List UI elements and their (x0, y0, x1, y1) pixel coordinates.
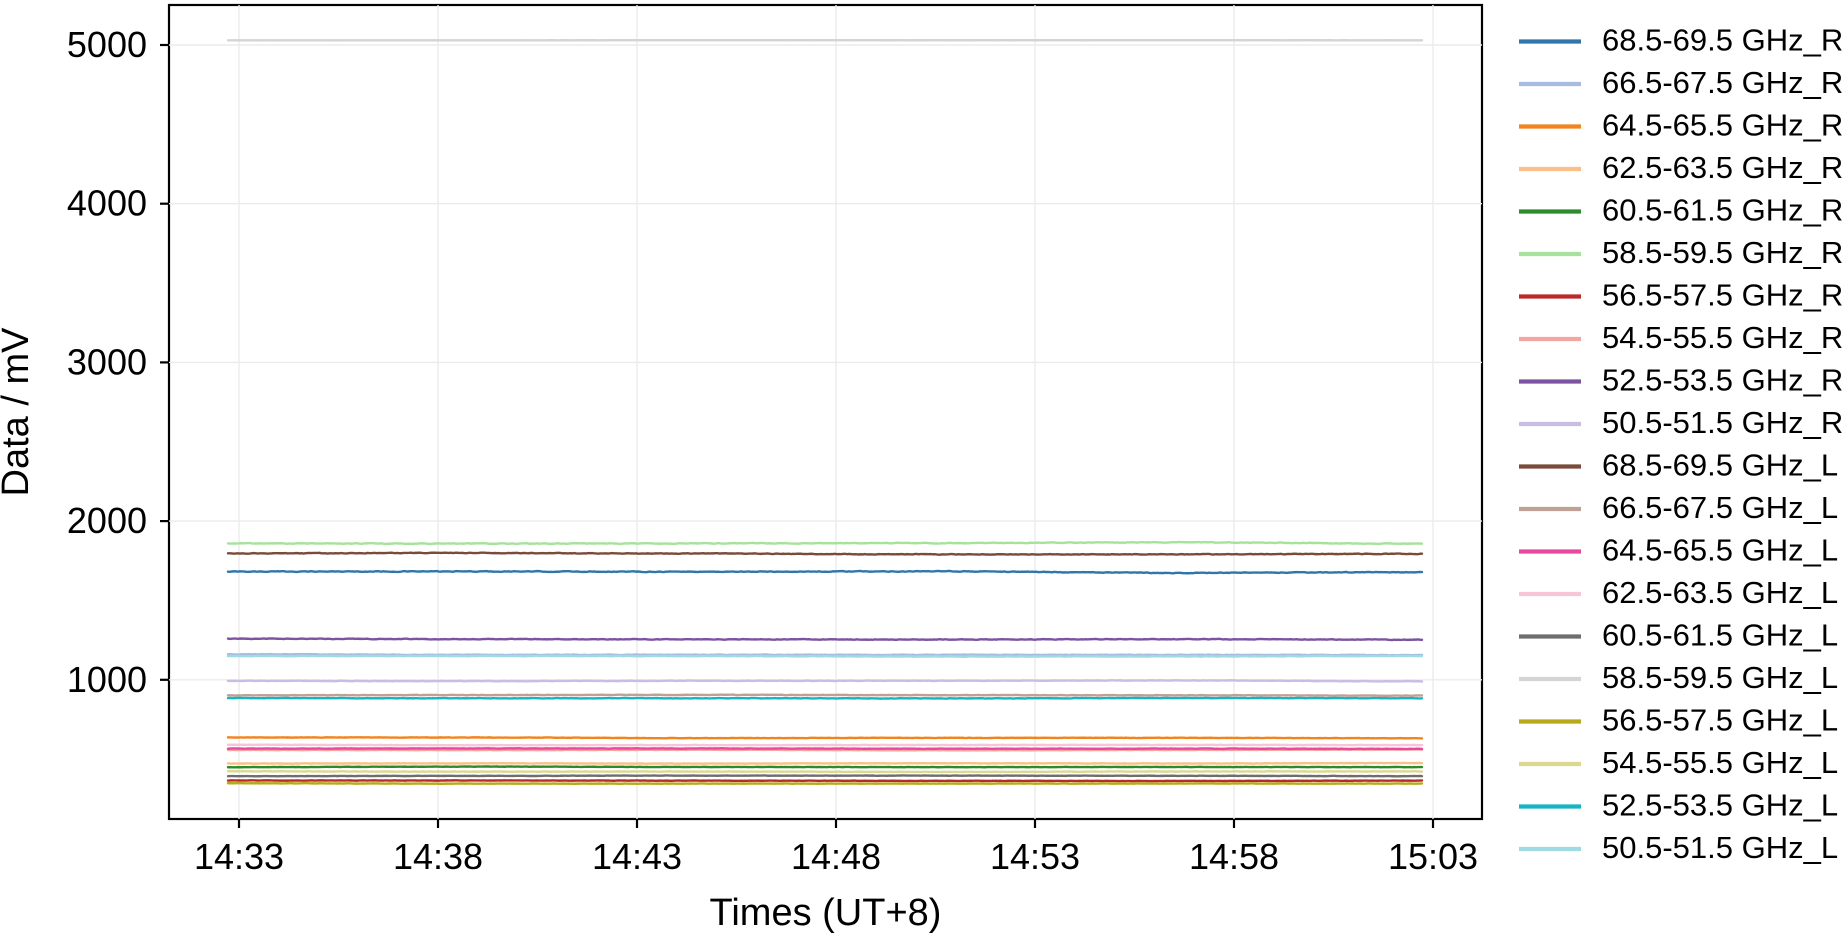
svg-text:56.5-57.5 GHz_R: 56.5-57.5 GHz_R (1602, 278, 1843, 313)
svg-text:64.5-65.5 GHz_L: 64.5-65.5 GHz_L (1602, 533, 1838, 568)
svg-text:50.5-51.5 GHz_L: 50.5-51.5 GHz_L (1602, 830, 1838, 865)
svg-text:54.5-55.5 GHz_L: 54.5-55.5 GHz_L (1602, 745, 1838, 780)
svg-text:50.5-51.5 GHz_R: 50.5-51.5 GHz_R (1602, 405, 1843, 440)
svg-text:68.5-69.5 GHz_L: 68.5-69.5 GHz_L (1602, 448, 1838, 483)
svg-text:14:38: 14:38 (393, 836, 483, 877)
svg-text:66.5-67.5 GHz_R: 66.5-67.5 GHz_R (1602, 65, 1843, 100)
svg-text:52.5-53.5 GHz_L: 52.5-53.5 GHz_L (1602, 788, 1838, 823)
svg-text:1000: 1000 (67, 659, 147, 700)
svg-text:14:48: 14:48 (791, 836, 881, 877)
svg-text:58.5-59.5 GHz_R: 58.5-59.5 GHz_R (1602, 235, 1843, 270)
svg-text:5000: 5000 (67, 24, 147, 65)
svg-text:64.5-65.5 GHz_R: 64.5-65.5 GHz_R (1602, 108, 1843, 143)
svg-text:54.5-55.5 GHz_R: 54.5-55.5 GHz_R (1602, 320, 1843, 355)
svg-text:62.5-63.5 GHz_R: 62.5-63.5 GHz_R (1602, 150, 1843, 185)
svg-text:66.5-67.5 GHz_L: 66.5-67.5 GHz_L (1602, 490, 1838, 525)
svg-text:58.5-59.5 GHz_L: 58.5-59.5 GHz_L (1602, 660, 1838, 695)
svg-text:60.5-61.5 GHz_L: 60.5-61.5 GHz_L (1602, 618, 1838, 653)
svg-text:Times (UT+8): Times (UT+8) (710, 892, 942, 934)
svg-text:14:43: 14:43 (592, 836, 682, 877)
svg-text:14:58: 14:58 (1189, 836, 1279, 877)
svg-text:2000: 2000 (67, 500, 147, 541)
svg-text:15:03: 15:03 (1388, 836, 1478, 877)
svg-text:Data / mV: Data / mV (0, 327, 37, 497)
svg-text:60.5-61.5 GHz_R: 60.5-61.5 GHz_R (1602, 193, 1843, 228)
svg-text:14:53: 14:53 (990, 836, 1080, 877)
svg-text:68.5-69.5 GHz_R: 68.5-69.5 GHz_R (1602, 23, 1843, 58)
svg-text:14:33: 14:33 (194, 836, 284, 877)
svg-text:52.5-53.5 GHz_R: 52.5-53.5 GHz_R (1602, 363, 1843, 398)
svg-text:62.5-63.5 GHz_L: 62.5-63.5 GHz_L (1602, 575, 1838, 610)
svg-text:56.5-57.5 GHz_L: 56.5-57.5 GHz_L (1602, 703, 1838, 738)
svg-text:3000: 3000 (67, 341, 147, 382)
svg-text:4000: 4000 (67, 183, 147, 224)
